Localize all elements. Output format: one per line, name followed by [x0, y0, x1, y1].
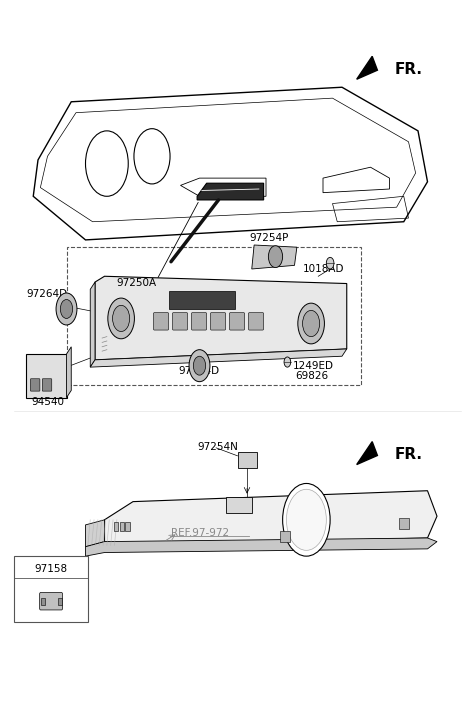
Polygon shape — [86, 538, 437, 556]
FancyBboxPatch shape — [238, 452, 256, 468]
FancyBboxPatch shape — [153, 313, 169, 330]
Text: 69826: 69826 — [295, 371, 329, 381]
FancyBboxPatch shape — [210, 313, 226, 330]
FancyBboxPatch shape — [125, 522, 130, 531]
FancyBboxPatch shape — [226, 497, 252, 513]
Polygon shape — [90, 282, 95, 367]
FancyBboxPatch shape — [39, 593, 63, 610]
Polygon shape — [252, 245, 297, 269]
FancyBboxPatch shape — [191, 313, 207, 330]
Circle shape — [268, 246, 283, 268]
Polygon shape — [90, 349, 347, 367]
Circle shape — [286, 489, 326, 550]
Circle shape — [56, 293, 77, 325]
FancyBboxPatch shape — [172, 313, 188, 330]
FancyBboxPatch shape — [114, 522, 118, 531]
FancyBboxPatch shape — [58, 598, 62, 605]
Text: 97254P: 97254P — [249, 233, 289, 244]
Text: 97158: 97158 — [35, 563, 67, 574]
FancyBboxPatch shape — [42, 379, 52, 391]
Text: 97264D: 97264D — [178, 366, 219, 376]
Polygon shape — [357, 56, 378, 79]
Polygon shape — [357, 441, 378, 465]
Text: REF.97-972: REF.97-972 — [171, 528, 229, 538]
Circle shape — [193, 356, 206, 375]
Polygon shape — [197, 183, 264, 200]
Circle shape — [60, 300, 73, 318]
Polygon shape — [86, 520, 104, 547]
Polygon shape — [104, 491, 437, 545]
Text: 97250A: 97250A — [116, 278, 156, 288]
Circle shape — [303, 310, 320, 337]
Polygon shape — [95, 276, 347, 360]
Circle shape — [283, 483, 330, 556]
FancyBboxPatch shape — [248, 313, 264, 330]
Circle shape — [298, 303, 324, 344]
Circle shape — [326, 257, 334, 269]
Circle shape — [284, 357, 291, 367]
FancyBboxPatch shape — [40, 598, 45, 605]
Circle shape — [189, 350, 210, 382]
FancyBboxPatch shape — [399, 518, 408, 529]
Text: 97264D: 97264D — [26, 289, 67, 300]
Text: 97254N: 97254N — [197, 442, 238, 452]
Text: FR.: FR. — [394, 447, 422, 462]
Text: FR.: FR. — [394, 62, 422, 76]
Polygon shape — [66, 347, 71, 398]
FancyBboxPatch shape — [30, 379, 40, 391]
FancyBboxPatch shape — [169, 291, 235, 309]
FancyBboxPatch shape — [229, 313, 245, 330]
Text: 1249ED: 1249ED — [293, 361, 334, 371]
FancyBboxPatch shape — [26, 354, 66, 398]
Circle shape — [108, 298, 134, 339]
FancyBboxPatch shape — [120, 522, 124, 531]
FancyBboxPatch shape — [280, 531, 290, 542]
Circle shape — [113, 305, 130, 332]
Text: 1018AD: 1018AD — [303, 264, 344, 274]
Text: 94540: 94540 — [32, 397, 65, 407]
